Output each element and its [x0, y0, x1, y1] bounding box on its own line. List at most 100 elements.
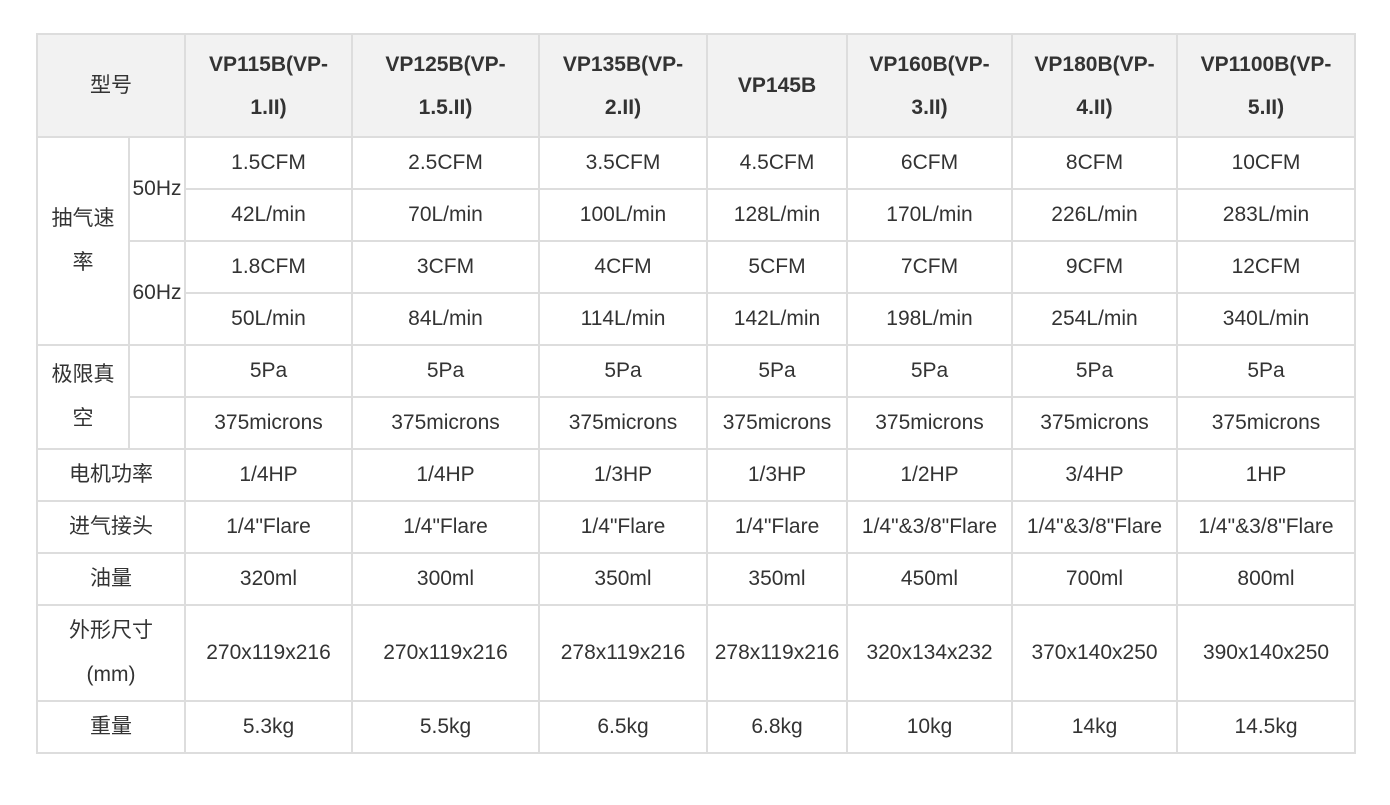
- value-cell: 375microns: [184, 396, 353, 450]
- value-cell: 70L/min: [351, 188, 540, 242]
- value-cell: 4CFM: [538, 240, 708, 294]
- value-cell: 1/4HP: [351, 448, 540, 502]
- model-name: VP160B(VP-3.II): [846, 33, 1013, 138]
- value-cell: 5Pa: [706, 344, 848, 398]
- value-cell: 3/4HP: [1011, 448, 1178, 502]
- model-name: VP135B(VP-2.II): [538, 33, 708, 138]
- value-cell: 5.3kg: [184, 700, 353, 754]
- value-cell: 3.5CFM: [538, 136, 708, 190]
- model-name: VP1100B(VP-5.II): [1176, 33, 1356, 138]
- table-row: 外形尺寸(mm) 270x119x216 270x119x216 278x119x21…: [36, 604, 1356, 702]
- model-name: VP180B(VP-4.II): [1011, 33, 1178, 138]
- model-header-label: 型号: [36, 33, 186, 138]
- value-cell: 320x134x232: [846, 604, 1013, 702]
- value-cell: 5Pa: [184, 344, 353, 398]
- value-cell: 1/4"&3/8"Flare: [1176, 500, 1356, 554]
- value-cell: 5CFM: [706, 240, 848, 294]
- value-cell: 10CFM: [1176, 136, 1356, 190]
- value-cell: 1/4"&3/8"Flare: [846, 500, 1013, 554]
- row-label: 电机功率: [36, 448, 186, 502]
- value-cell: 7CFM: [846, 240, 1013, 294]
- frequency-label: 60Hz: [128, 240, 186, 346]
- value-cell: 14kg: [1011, 700, 1178, 754]
- value-cell: 1/2HP: [846, 448, 1013, 502]
- value-cell: 1/3HP: [538, 448, 708, 502]
- model-name: VP115B(VP-1.II): [184, 33, 353, 138]
- value-cell: 1/4"Flare: [351, 500, 540, 554]
- frequency-label: 50Hz: [128, 136, 186, 242]
- value-cell: 254L/min: [1011, 292, 1178, 346]
- value-cell: 1HP: [1176, 448, 1356, 502]
- value-cell: 14.5kg: [1176, 700, 1356, 754]
- row-label: 外形尺寸(mm): [36, 604, 186, 702]
- value-cell: 375microns: [706, 396, 848, 450]
- value-cell: 390x140x250: [1176, 604, 1356, 702]
- value-cell: 370x140x250: [1011, 604, 1178, 702]
- value-cell: 350ml: [538, 552, 708, 606]
- flow-rate-label: 抽气速率: [36, 136, 130, 346]
- value-cell: 4.5CFM: [706, 136, 848, 190]
- value-cell: 800ml: [1176, 552, 1356, 606]
- value-cell: 320ml: [184, 552, 353, 606]
- value-cell: 375microns: [351, 396, 540, 450]
- value-cell: 50L/min: [184, 292, 353, 346]
- table-row: 电机功率 1/4HP 1/4HP 1/3HP 1/3HP 1/2HP 3/4HP 1HP: [36, 448, 1356, 502]
- value-cell: 5Pa: [1176, 344, 1356, 398]
- value-cell: 340L/min: [1176, 292, 1356, 346]
- model-name: VP125B(VP-1.5.II): [351, 33, 540, 138]
- value-cell: 375microns: [538, 396, 708, 450]
- value-cell: 84L/min: [351, 292, 540, 346]
- value-cell: 12CFM: [1176, 240, 1356, 294]
- row-label: 进气接头: [36, 500, 186, 554]
- value-cell: 1/4"Flare: [538, 500, 708, 554]
- value-cell: 1/4"Flare: [184, 500, 353, 554]
- value-cell: 142L/min: [706, 292, 848, 346]
- value-cell: 1/4"Flare: [706, 500, 848, 554]
- value-cell: 375microns: [1011, 396, 1178, 450]
- value-cell: 1/4HP: [184, 448, 353, 502]
- value-cell: 10kg: [846, 700, 1013, 754]
- value-cell: 6CFM: [846, 136, 1013, 190]
- value-cell: 5Pa: [846, 344, 1013, 398]
- row-label: 重量: [36, 700, 186, 754]
- value-cell: 2.5CFM: [351, 136, 540, 190]
- value-cell: 270x119x216: [351, 604, 540, 702]
- spec-table: 型号 VP115B(VP-1.II) VP125B(VP-1.5.II) VP135B…: [36, 33, 1356, 754]
- value-cell: 128L/min: [706, 188, 848, 242]
- header-row: 型号 VP115B(VP-1.II) VP125B(VP-1.5.II) VP135B…: [36, 33, 1356, 138]
- table-row: 进气接头 1/4"Flare 1/4"Flare 1/4"Flare 1/4"Flare…: [36, 500, 1356, 554]
- empty-cell: [128, 396, 186, 450]
- value-cell: 42L/min: [184, 188, 353, 242]
- table-row: 油量 320ml 300ml 350ml 350ml 450ml 700ml 800ml: [36, 552, 1356, 606]
- table-row: 抽气速率 50Hz 1.5CFM 2.5CFM 3.5CFM 4.5CFM 6CFM 8CFM…: [36, 136, 1356, 346]
- value-cell: 198L/min: [846, 292, 1013, 346]
- value-cell: 300ml: [351, 552, 540, 606]
- value-cell: 3CFM: [351, 240, 540, 294]
- value-cell: 5.5kg: [351, 700, 540, 754]
- value-cell: 5Pa: [538, 344, 708, 398]
- table-row: 极限真空 5Pa 5Pa 5Pa 5Pa 5Pa 5Pa 5Pa: [36, 344, 1356, 450]
- value-cell: 1.8CFM: [184, 240, 353, 294]
- table-row: 50L/min 84L/min 114L/min 142L/min 198L/min 25…: [37, 292, 1356, 346]
- table-row: 375microns 375microns 375microns 375microns…: [37, 396, 1356, 450]
- value-cell: 6.5kg: [538, 700, 708, 754]
- value-cell: 270x119x216: [184, 604, 353, 702]
- value-cell: 6.8kg: [706, 700, 848, 754]
- value-cell: 8CFM: [1011, 136, 1178, 190]
- table-row: 60Hz 1.8CFM 3CFM 4CFM 5CFM 7CFM 9CFM 12CFM: [37, 240, 1356, 346]
- table-row: 42L/min 70L/min 100L/min 128L/min 170L/min 22…: [37, 188, 1356, 242]
- value-cell: 350ml: [706, 552, 848, 606]
- value-cell: 1/4"&3/8"Flare: [1011, 500, 1178, 554]
- value-cell: 100L/min: [538, 188, 708, 242]
- value-cell: 700ml: [1011, 552, 1178, 606]
- value-cell: 375microns: [846, 396, 1013, 450]
- row-label: 油量: [36, 552, 186, 606]
- value-cell: 1/3HP: [706, 448, 848, 502]
- value-cell: 278x119x216: [538, 604, 708, 702]
- value-cell: 450ml: [846, 552, 1013, 606]
- model-name: VP145B: [706, 33, 848, 138]
- vacuum-label: 极限真空: [36, 344, 130, 450]
- value-cell: 5Pa: [351, 344, 540, 398]
- table-row: 重量 5.3kg 5.5kg 6.5kg 6.8kg 10kg 14kg 14.5kg: [36, 700, 1356, 754]
- value-cell: 5Pa: [1011, 344, 1178, 398]
